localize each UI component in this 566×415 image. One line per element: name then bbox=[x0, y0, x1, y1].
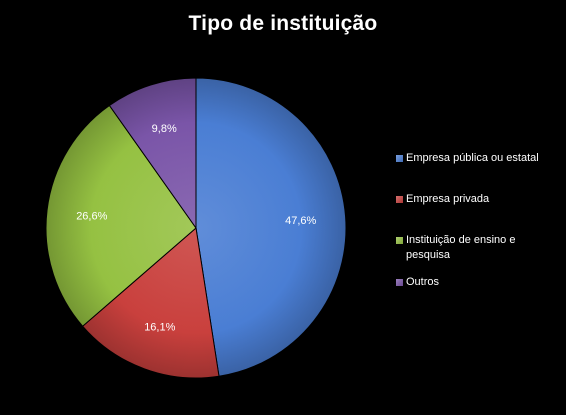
data-label-3: 26,6% bbox=[76, 210, 107, 222]
legend-item-empresa-privada: Empresa privada bbox=[396, 192, 562, 207]
pie-slice-3 bbox=[45, 104, 197, 327]
legend-swatch bbox=[396, 237, 403, 244]
chart-title: Tipo de instituição bbox=[188, 12, 378, 35]
legend-item-empresa-publica: Empresa pública ou estatal bbox=[396, 151, 562, 166]
legend-label: Instituição de ensino e pesquisa bbox=[406, 234, 516, 261]
legend-label: Empresa pública ou estatal bbox=[406, 152, 539, 164]
data-label-2: 16,1% bbox=[144, 322, 175, 334]
legend-swatch bbox=[396, 196, 403, 203]
legend-label: Outros bbox=[406, 276, 440, 288]
legend-swatch bbox=[396, 279, 403, 286]
legend-item-instituicao-ensino: Instituição de ensino e pesquisa bbox=[396, 233, 562, 263]
pie-slice-1 bbox=[195, 77, 347, 377]
legend-label: Empresa privada bbox=[406, 193, 490, 205]
pie-slices bbox=[45, 77, 347, 379]
pie-slice-2 bbox=[81, 227, 220, 379]
pie-data-labels: 47,6% 16,1% 26,6% 9,8% bbox=[76, 123, 316, 334]
data-label-4: 9,8% bbox=[152, 123, 177, 135]
legend-swatch bbox=[396, 155, 403, 162]
chart-legend: Empresa pública ou estatal Empresa priva… bbox=[396, 151, 562, 316]
legend-item-outros: Outros bbox=[396, 275, 562, 290]
data-label-1: 47,6% bbox=[285, 215, 316, 227]
pie-slice-4 bbox=[108, 77, 197, 230]
